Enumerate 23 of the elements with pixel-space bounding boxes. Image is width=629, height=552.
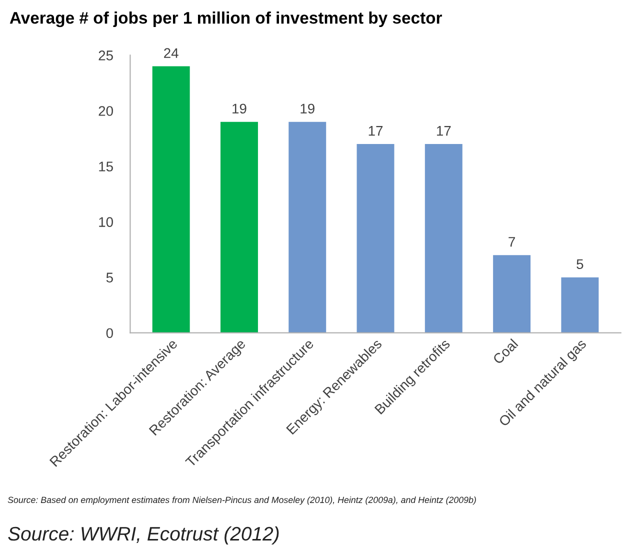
data-label: 7 bbox=[508, 237, 515, 247]
bar bbox=[356, 144, 394, 333]
bar bbox=[220, 122, 258, 333]
y-tick-label: 10 bbox=[99, 217, 113, 227]
data-label: 17 bbox=[436, 126, 451, 136]
data-label: 17 bbox=[368, 126, 383, 136]
data-label: 19 bbox=[300, 104, 314, 114]
data-label: 5 bbox=[576, 259, 584, 270]
data-label: 19 bbox=[232, 104, 246, 114]
y-tick-label: 5 bbox=[106, 272, 113, 282]
y-tick-label: 25 bbox=[98, 50, 113, 60]
source-note: Source: WWRI, Ecotrust (2012) bbox=[8, 526, 279, 544]
bar bbox=[424, 144, 462, 333]
y-tick-label: 20 bbox=[98, 106, 113, 116]
bar bbox=[493, 255, 531, 333]
bar bbox=[288, 122, 326, 333]
chart-title: Average # of jobs per 1 million of investment by sector bbox=[10, 12, 442, 28]
source-note: Source: Based on employment estimates from Nielsen-Pincus and Moseley (2010), Heintz (2009a), and Heintz (2009b) bbox=[8, 496, 476, 505]
bar bbox=[561, 277, 599, 333]
data-label: 24 bbox=[164, 48, 178, 58]
y-tick-label: 15 bbox=[99, 162, 113, 172]
y-tick-label: 0 bbox=[106, 328, 113, 338]
bar bbox=[152, 66, 190, 333]
